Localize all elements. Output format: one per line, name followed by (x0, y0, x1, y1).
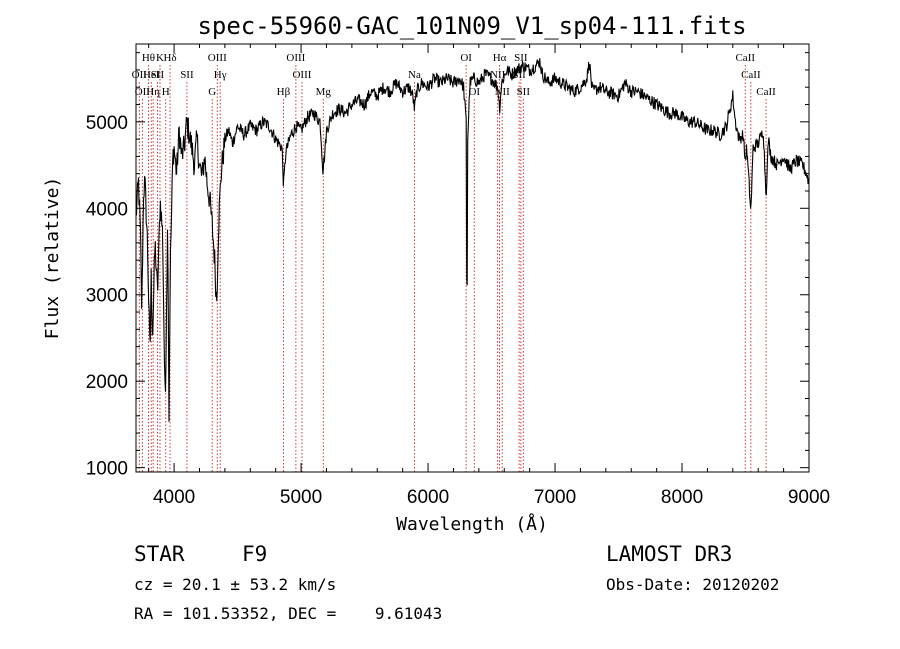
emission-line-markers (138, 65, 767, 472)
y-axis-ticks: 1000 2000 3000 4000 5000 (86, 52, 809, 480)
y-tick-label: 3000 (86, 286, 128, 307)
observation-date: Obs-Date: 20120202 (606, 575, 779, 594)
line-label-28: CaII (756, 86, 776, 98)
line-label-26: CaII (735, 52, 755, 64)
line-label-19: OI (468, 86, 480, 98)
redshift-velocity: cz = 20.1 ± 53.2 km/s (134, 575, 336, 594)
line-label-6: K (156, 52, 164, 64)
y-tick-label: 4000 (86, 199, 128, 220)
line-label-17: Na (408, 69, 421, 81)
line-label-24: SII (514, 52, 528, 64)
spectrum-line (135, 58, 810, 422)
y-tick-label: 2000 (86, 372, 128, 393)
x-axis-label: Wavelength (Å) (396, 513, 548, 535)
chart-title: spec-55960-GAC_101N09_V1_sp04-111.fits (197, 12, 746, 40)
spectrum-series (135, 58, 810, 422)
line-label-13: Hβ (277, 86, 291, 98)
line-label-16: Mg (316, 86, 332, 98)
line-label-12: Hγ (214, 69, 227, 81)
x-axis-ticks: 4000 5000 6000 7000 8000 9000 (148, 44, 830, 508)
emission-line-labels: OIIOIIHθHeIHηSIIKHHδSIIGOIIIHγHβOIIIOIII… (132, 52, 777, 98)
plot-frame (135, 43, 810, 473)
line-label-14: OIII (286, 52, 305, 64)
line-label-10: G (208, 86, 216, 98)
line-label-15: OIII (292, 69, 311, 81)
line-label-2: Hθ (142, 52, 155, 64)
line-label-27: CaII (741, 69, 761, 81)
line-label-11: OIII (208, 52, 227, 64)
x-tick-label: 8000 (661, 487, 703, 508)
x-tick-label: 7000 (534, 487, 576, 508)
x-tick-label: 6000 (407, 487, 449, 508)
ra-dec-coordinates: RA = 101.53352, DEC = 9.61043 (134, 604, 442, 623)
x-tick-label: 5000 (280, 487, 322, 508)
x-tick-label: 4000 (153, 487, 195, 508)
line-label-8: Hδ (163, 52, 176, 64)
line-label-1: OII (135, 86, 151, 98)
y-tick-label: 5000 (86, 113, 128, 134)
line-label-7: H (162, 86, 170, 98)
spectral-subclass: F9 (242, 542, 267, 566)
line-label-4: Hη (146, 86, 160, 98)
line-label-18: OI (460, 52, 472, 64)
y-axis-label: Flux (relative) (42, 177, 63, 340)
line-label-20: NII (490, 69, 506, 81)
line-label-5: SII (151, 69, 165, 81)
line-label-3: HeI (143, 69, 160, 81)
line-label-25: SII (517, 86, 531, 98)
y-tick-label: 1000 (86, 459, 128, 480)
x-tick-label: 9000 (788, 487, 830, 508)
line-label-9: SII (180, 69, 194, 81)
survey-name: LAMOST DR3 (606, 542, 732, 566)
object-class: STAR (134, 542, 185, 566)
line-label-21: Hα (493, 52, 507, 64)
